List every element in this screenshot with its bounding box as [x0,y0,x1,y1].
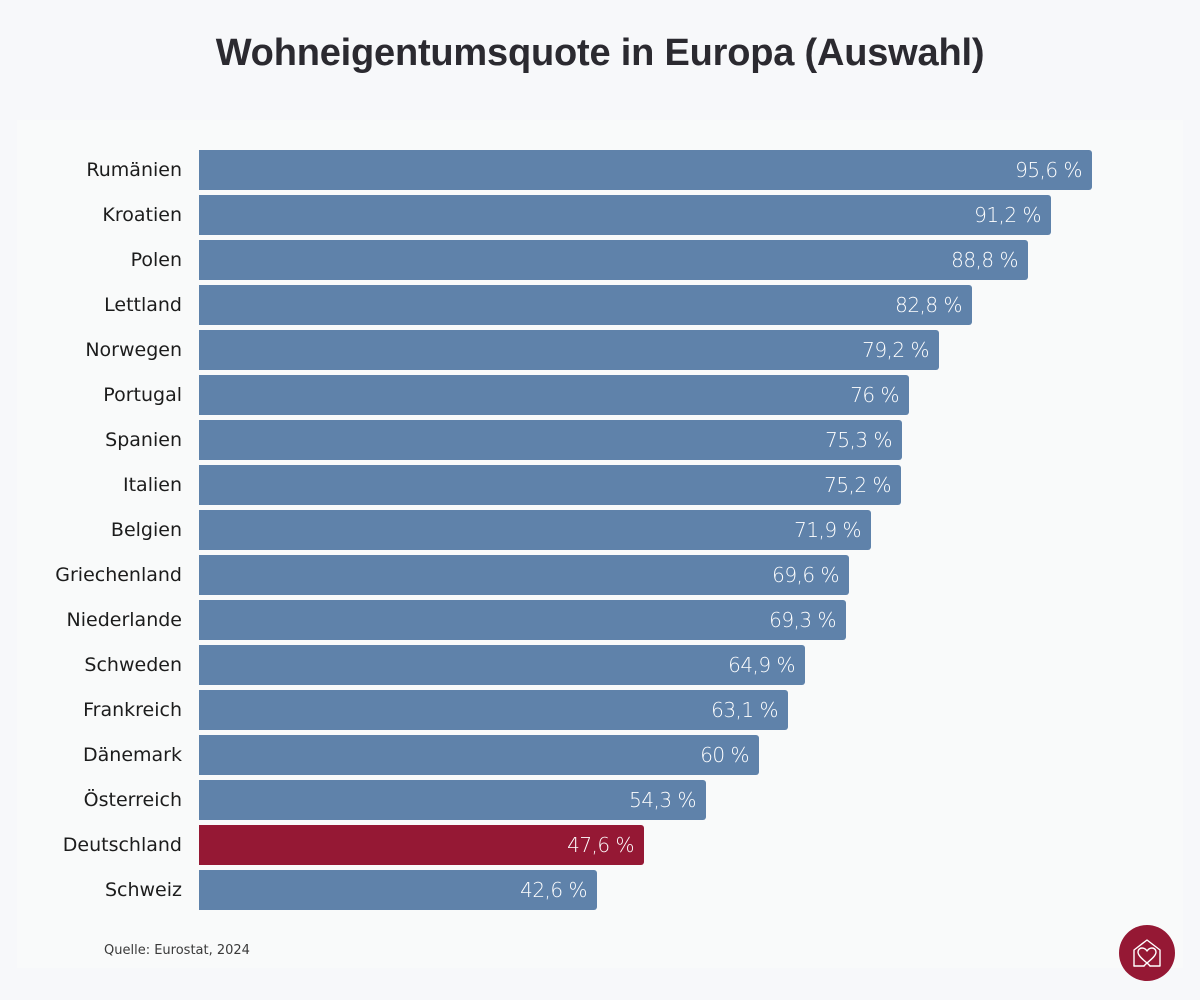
bar-row: Italien 75,2 % [0,465,1200,505]
house-heart-icon [1133,939,1161,967]
bar: 60 % [199,735,759,775]
category-label: Griechenland [55,564,182,586]
value-label: 91,2 % [974,203,1041,227]
category-label: Dänemark [83,744,182,766]
bar-row: Schweden 64,9 % [0,645,1200,685]
category-label: Belgien [110,519,182,541]
source-note: Quelle: Eurostat, 2024 [104,943,250,958]
bar: 82,8 % [199,285,972,325]
category-label: Kroatien [102,204,182,226]
bar: 42,6 % [199,870,597,910]
bar-row: Polen 88,8 % [0,240,1200,280]
category-label: Frankreich [83,699,182,721]
bar: 69,3 % [199,600,846,640]
bar-row: Österreich 54,3 % [0,780,1200,820]
value-label: 47,6 % [567,833,634,857]
category-label: Italien [123,474,182,496]
category-label: Deutschland [62,834,182,856]
value-label: 95,6 % [1015,158,1082,182]
bar-row: Schweiz 42,6 % [0,870,1200,910]
category-label: Schweiz [104,879,182,901]
bar: 75,3 % [199,420,902,460]
category-label: Niederlande [66,609,182,631]
value-label: 64,9 % [728,653,795,677]
category-label: Portugal [103,384,182,406]
chart-title: Wohneigentumsquote in Europa (Auswahl) [215,32,985,74]
bar-row: Belgien 71,9 % [0,510,1200,550]
bar: 54,3 % [199,780,706,820]
value-label: 71,9 % [794,518,861,542]
bar: 63,1 % [199,690,788,730]
value-label: 82,8 % [895,293,962,317]
category-label: Spanien [105,429,182,451]
bar-row: Frankreich 63,1 % [0,690,1200,730]
value-label: 60 % [700,743,749,767]
category-label: Schweden [84,654,182,676]
category-label: Österreich [83,789,182,811]
bar-row: Rumänien 95,6 % [0,150,1200,190]
bar-row: Portugal 76 % [0,375,1200,415]
brand-logo [1119,925,1175,981]
value-label: 76 % [850,383,899,407]
value-label: 75,2 % [824,473,891,497]
category-label: Lettland [104,294,182,316]
value-label: 79,2 % [862,338,929,362]
bar-row: Griechenland 69,6 % [0,555,1200,595]
bar: 64,9 % [199,645,805,685]
bar: 95,6 % [199,150,1092,190]
value-label: 69,6 % [772,563,839,587]
value-label: 54,3 % [629,788,696,812]
bar-row: Dänemark 60 % [0,735,1200,775]
bar-highlighted: 47,6 % [199,825,644,865]
bar: 91,2 % [199,195,1051,235]
bar: 71,9 % [199,510,871,550]
category-label: Polen [130,249,182,271]
category-label: Norwegen [85,339,182,361]
value-label: 69,3 % [769,608,836,632]
bar-row: Norwegen 79,2 % [0,330,1200,370]
bar-row: Kroatien 91,2 % [0,195,1200,235]
bar: 69,6 % [199,555,849,595]
bar-row: Lettland 82,8 % [0,285,1200,325]
bar: 88,8 % [199,240,1028,280]
bar-row: Deutschland 47,6 % [0,825,1200,865]
bar-row: Niederlande 69,3 % [0,600,1200,640]
value-label: 63,1 % [711,698,778,722]
category-label: Rumänien [86,159,182,181]
bar-row: Spanien 75,3 % [0,420,1200,460]
value-label: 42,6 % [520,878,587,902]
bar: 76 % [199,375,909,415]
bar: 75,2 % [199,465,901,505]
value-label: 88,8 % [951,248,1018,272]
value-label: 75,3 % [825,428,892,452]
bar: 79,2 % [199,330,939,370]
